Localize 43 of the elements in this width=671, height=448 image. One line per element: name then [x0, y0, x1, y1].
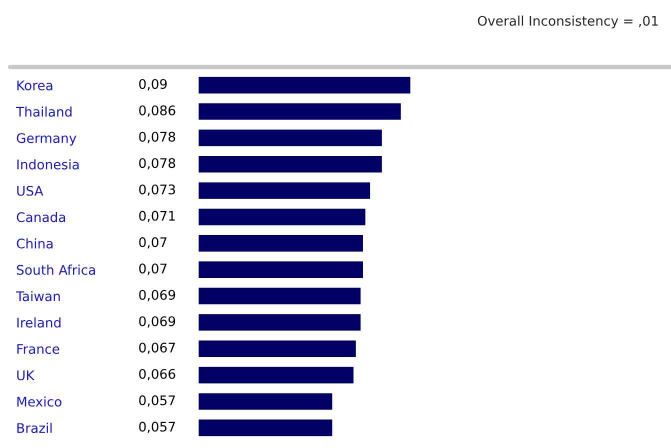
y-tick-label: China — [16, 238, 53, 249]
y-tick-label: Brazil — [17, 422, 52, 434]
bar — [198, 154, 384, 174]
y-tick-label: France — [17, 344, 60, 354]
y-tick-label: Germany — [16, 133, 76, 146]
y-tick-label: Indonesia — [17, 159, 79, 170]
y-tick-label: Mexico — [17, 396, 62, 407]
data-label: 0,057 — [139, 422, 175, 433]
data-label: 0,073 — [139, 184, 175, 196]
bar — [198, 312, 362, 332]
data-label: 0,07 — [139, 264, 167, 275]
data-label: 0,071 — [139, 210, 175, 222]
y-tick-label: UK — [17, 370, 35, 380]
data-label: 0,09 — [139, 79, 167, 90]
bar — [198, 418, 334, 438]
y-tick-label: Taiwan — [16, 291, 60, 302]
data-label: 0,069 — [139, 290, 176, 302]
data-label: 0,057 — [139, 395, 175, 407]
bar — [198, 180, 372, 200]
data-label: 0,078 — [139, 132, 176, 144]
data-label: 0,078 — [139, 158, 176, 170]
bar — [198, 392, 334, 412]
text: Overall Inconsistency = ,01 — [478, 16, 658, 28]
bar — [198, 365, 355, 385]
data-label: 0,07 — [139, 237, 167, 248]
bar — [198, 339, 358, 358]
bar — [198, 76, 412, 95]
bar — [198, 128, 384, 148]
data-label: 0,067 — [139, 342, 175, 354]
bar — [198, 286, 362, 306]
y-tick-label: USA — [17, 186, 44, 196]
y-tick-label: South Africa — [16, 264, 96, 275]
data-label: 0,086 — [139, 105, 176, 117]
bar — [198, 260, 364, 280]
y-tick-label: Ireland — [17, 317, 60, 328]
y-tick-label: Thailand — [16, 106, 72, 117]
y-tick-label: Canada — [16, 212, 66, 222]
bar — [198, 234, 364, 253]
data-label: 0,069 — [139, 316, 176, 328]
bar — [198, 207, 367, 227]
data-label: 0,066 — [139, 368, 176, 380]
bar — [198, 102, 402, 122]
y-tick-label: Korea — [17, 80, 52, 90]
